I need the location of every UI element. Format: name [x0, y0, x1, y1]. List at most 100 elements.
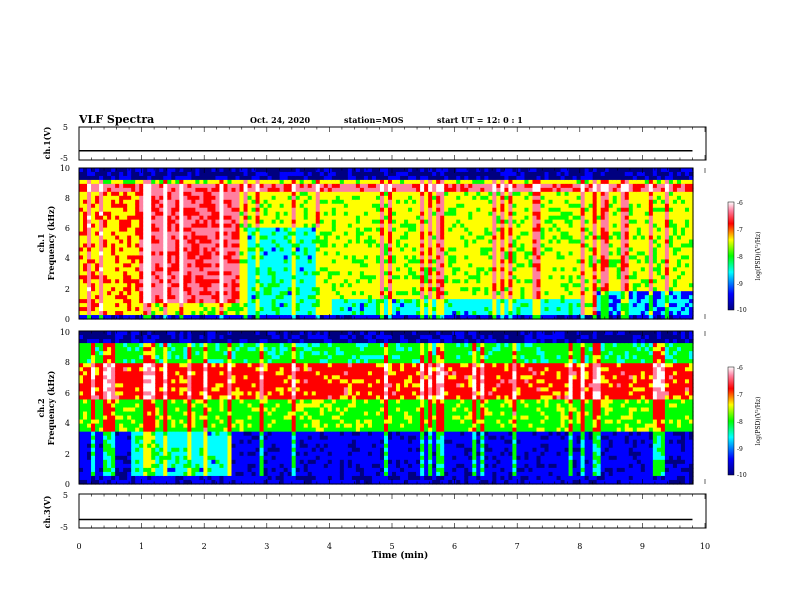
spectrogram-cell — [227, 279, 233, 284]
spectrogram-cell — [464, 291, 469, 296]
spectrogram-cell — [484, 311, 489, 316]
spectrogram-cell — [379, 203, 385, 209]
spectrogram-cell — [600, 283, 606, 288]
spectrogram-cell — [576, 255, 582, 260]
spectrogram-cell — [383, 303, 389, 308]
spectrogram-cell — [191, 287, 196, 292]
spectrogram-cell — [596, 287, 602, 292]
spectrogram-cell — [147, 295, 152, 300]
spectrogram-cell — [552, 199, 558, 205]
spectrogram-cell — [596, 231, 602, 237]
spectrogram-cell — [424, 239, 429, 245]
spectrogram-cell — [392, 227, 397, 233]
spectrogram-cell — [119, 303, 124, 308]
spectrogram-cell — [379, 191, 385, 197]
spectrogram-cell — [536, 251, 542, 257]
spectrogram-cell — [335, 259, 341, 264]
spectrogram-cell — [271, 299, 277, 304]
spectrogram-cell — [223, 299, 229, 304]
spectrogram-cell — [544, 227, 550, 233]
spectrogram-cell — [99, 199, 104, 205]
spectrogram-cell — [367, 259, 373, 264]
spectrogram-cell — [508, 251, 514, 257]
spectrogram-cell — [564, 247, 570, 253]
spectrogram-cell — [424, 259, 429, 264]
spectrogram-cell — [135, 187, 140, 193]
spectrogram-cell — [371, 315, 377, 320]
spectrogram-cell — [548, 247, 554, 253]
spectrogram-cell — [512, 175, 518, 181]
spectrogram-cell — [143, 191, 148, 197]
spectrogram-cell — [303, 315, 309, 320]
spectrogram-cell — [127, 287, 132, 292]
spectrogram-cell — [291, 259, 297, 264]
spectrogram-cell — [291, 231, 297, 237]
spectrogram-cell — [235, 191, 241, 197]
spectrogram-cell — [91, 235, 96, 241]
spectrogram-cell — [147, 255, 152, 260]
spectrogram-cell — [79, 231, 84, 237]
spectrogram-cell — [127, 291, 132, 296]
spectrogram-cell — [239, 199, 245, 205]
spectrogram-cell — [432, 251, 437, 257]
spectrogram-cell — [171, 215, 176, 221]
spectrogram-cell — [440, 291, 445, 296]
spectrogram-cell — [315, 179, 321, 185]
spectrogram-cell — [548, 303, 554, 308]
spectrogram-cell — [255, 271, 261, 276]
spectrogram-cell — [404, 171, 409, 177]
spectrogram-cell — [548, 259, 554, 264]
spectrogram-cell — [552, 259, 558, 264]
spectrogram-cell — [548, 307, 554, 312]
spectrogram-cell — [408, 283, 413, 288]
spectrogram-cell — [255, 191, 261, 197]
spectrogram-cell — [492, 311, 497, 316]
spectrogram-cell — [392, 168, 397, 173]
spectrogram-cell — [327, 179, 333, 185]
spectrogram-cell — [460, 287, 465, 292]
spectrogram-cell — [424, 295, 429, 300]
spectrogram-cell — [540, 183, 546, 189]
spectrogram-cell — [119, 299, 124, 304]
spectrogram-cell — [596, 195, 602, 201]
spectrogram-cell — [536, 315, 542, 320]
spectrogram-cell — [219, 311, 225, 316]
spectrogram-cell — [468, 303, 473, 308]
spectrogram-cell — [552, 171, 558, 177]
spectrogram-cell — [572, 307, 578, 312]
spectrogram-cell — [211, 239, 217, 245]
spectrogram-cell — [103, 315, 108, 320]
spectrogram-cell — [363, 247, 369, 253]
spectrogram-cell — [560, 199, 566, 205]
spectrogram-cell — [500, 291, 505, 296]
spectrogram-cell — [404, 259, 409, 264]
spectrogram-cell — [524, 227, 530, 233]
spectrogram-cell — [139, 259, 144, 264]
spectrogram-cell — [524, 259, 530, 264]
spectrogram-cell — [379, 211, 385, 217]
spectrogram-cell — [95, 215, 100, 221]
spectrogram-cell — [588, 263, 594, 268]
spectrogram-cell — [476, 223, 481, 229]
spectrogram-cell — [371, 307, 377, 312]
spectrogram-cell — [291, 219, 297, 225]
spectrogram-cell — [588, 303, 594, 308]
spectrogram-cell — [263, 187, 269, 193]
spectrogram-cell — [159, 251, 164, 257]
spectrogram-cell — [496, 299, 501, 304]
spectrogram-cell — [444, 247, 449, 253]
spectrogram-cell — [331, 227, 337, 233]
spectrogram-cell — [464, 183, 469, 189]
spectrogram-cell — [159, 183, 164, 189]
spectrogram-cell — [588, 299, 594, 304]
spectrogram-cell — [263, 215, 269, 221]
spectrogram-cell — [456, 219, 461, 225]
spectrogram-cell — [335, 247, 341, 253]
spectrogram-cell — [195, 239, 200, 245]
spectrogram-cell — [416, 239, 421, 245]
spectrogram-cell — [383, 299, 389, 304]
spectrogram-cell — [139, 195, 144, 201]
spectrogram-cell — [400, 307, 405, 312]
spectrogram-cell — [524, 283, 530, 288]
spectrogram-cell — [424, 255, 429, 260]
